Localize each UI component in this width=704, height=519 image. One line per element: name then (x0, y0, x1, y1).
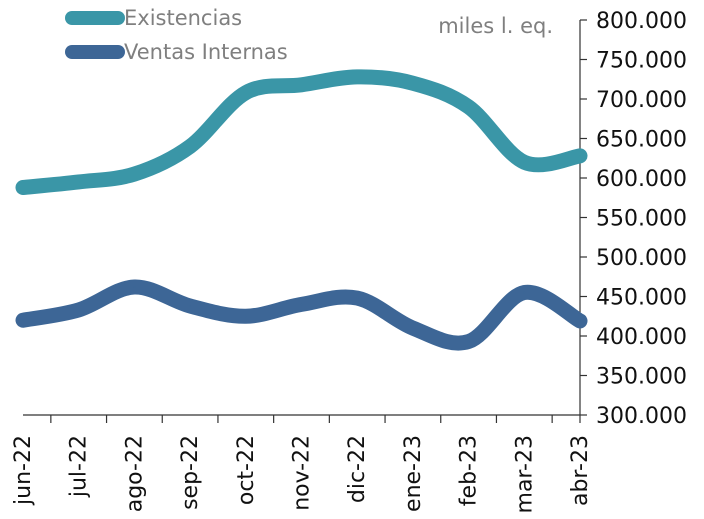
legend-label-ventas-internas: Ventas Internas (124, 40, 288, 64)
data-point-ventas-internas (300, 303, 303, 306)
legend-item-existencias: Existencias (65, 6, 242, 30)
data-point-ventas-internas (467, 340, 470, 343)
x-tick-label: nov-22 (290, 435, 315, 511)
unit-label: miles l. eq. (438, 14, 553, 38)
x-tick-label: mar-23 (512, 435, 537, 513)
data-point-ventas-internas (523, 291, 526, 294)
series-line-existencias (15, 69, 588, 195)
data-point-ventas-internas (411, 327, 414, 330)
y-tick-label: 650.000 (596, 128, 687, 153)
x-tick-label: sep-22 (178, 435, 203, 510)
legend-label-existencias: Existencias (124, 6, 242, 30)
data-point-ventas-internas (77, 308, 80, 311)
y-axis-ticks: 300.000 350.000 400.000 450.000 500.000 550.0… (580, 9, 687, 429)
data-point-existencias (356, 75, 359, 78)
series-line-ventas-internas (15, 279, 588, 351)
x-tick-label: feb-23 (457, 435, 482, 506)
x-axis-ticks: jun-22 jul-22 ago-22 sep-22 oct-22 nov-22 dic-… (11, 415, 593, 513)
data-point-ventas-internas (133, 286, 136, 289)
data-point-existencias (244, 91, 247, 94)
data-point-existencias (579, 154, 581, 157)
data-point-ventas-internas (189, 304, 192, 307)
data-point-ventas-internas (22, 319, 24, 322)
data-point-existencias (77, 180, 80, 183)
y-tick-label: 400.000 (596, 325, 687, 350)
y-tick-label: 700.000 (596, 88, 687, 113)
series-lines (15, 69, 588, 351)
data-point-ventas-internas (244, 315, 247, 318)
legend-item-ventas-internas: Ventas Internas (65, 40, 288, 64)
y-tick-label: 350.000 (596, 365, 687, 390)
y-tick-label: 750.000 (596, 49, 687, 74)
y-tick-label: 800.000 (596, 9, 687, 34)
y-tick-label: 450.000 (596, 286, 687, 311)
data-point-existencias (523, 161, 526, 164)
data-point-existencias (22, 186, 24, 189)
data-point-existencias (300, 83, 303, 86)
x-tick-label: dic-22 (345, 435, 370, 503)
x-tick-label: ago-22 (122, 435, 147, 512)
data-point-existencias (411, 82, 414, 85)
y-tick-label: 600.000 (596, 167, 687, 192)
x-tick-label: oct-22 (234, 435, 259, 505)
data-point-existencias (189, 145, 192, 148)
x-tick-label: abr-23 (568, 435, 593, 506)
data-point-existencias (467, 105, 470, 108)
x-tick-label: ene-23 (401, 435, 426, 512)
x-tick-label: jun-22 (11, 435, 36, 506)
legend: Existencias Ventas Internas (65, 6, 288, 64)
y-tick-label: 500.000 (596, 246, 687, 271)
data-point-ventas-internas (356, 297, 359, 300)
y-tick-label: 300.000 (596, 404, 687, 429)
y-tick-label: 550.000 (596, 207, 687, 232)
data-point-existencias (133, 173, 136, 176)
x-tick-label: jul-22 (67, 435, 92, 498)
data-point-ventas-internas (579, 319, 581, 322)
